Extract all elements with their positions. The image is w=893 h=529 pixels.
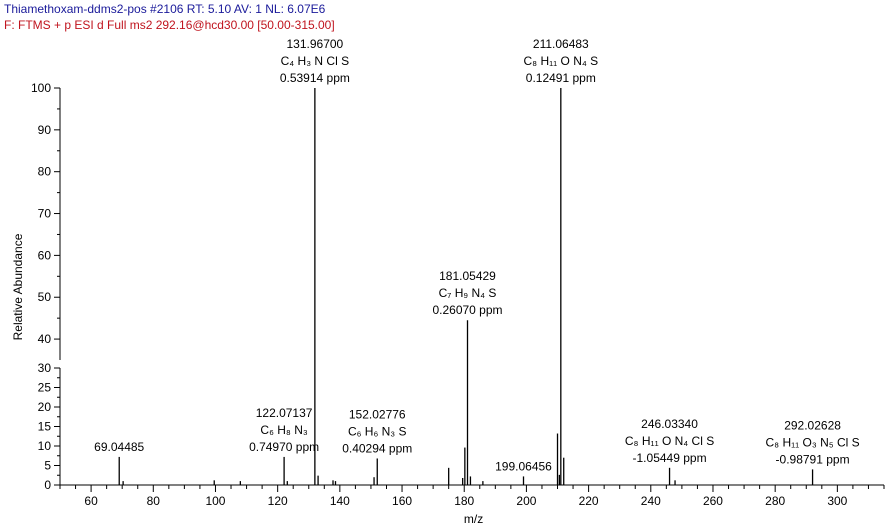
peak-annotation-text: 122.07137 [256,406,313,420]
peak-annotation-text: 211.06483 [533,37,589,51]
y-tick-label: 50 [38,290,52,304]
y-tick-label: 10 [38,439,52,453]
x-tick-label: 60 [84,494,98,508]
x-tick-label: 100 [205,494,225,508]
x-tick-label: 280 [765,494,785,508]
x-tick-label: 220 [579,494,599,508]
peak-annotation-text: C₇ H₉ N₄ S [439,286,497,300]
y-tick-label: 40 [38,332,52,346]
peak-annotation-text: -1.05449 ppm [633,451,707,465]
scan-header-line1: Thiamethoxam-ddms2-pos #2106 RT: 5.10 AV… [4,2,326,16]
y-tick-label: 5 [44,459,51,473]
y-axis-label: Relative Abundance [11,233,25,340]
peak-annotation-text: -0.98791 ppm [776,452,850,466]
axes: 60 80 100 120 140 160 180 200 220 240 260 280 300 0 5 1… [31,81,885,508]
peak-annotation-text: 0.40294 ppm [342,441,412,455]
peaks [118,88,814,485]
x-tick-label: 80 [147,494,161,508]
peak-annotation-text: C₄ H₃ N Cl S [281,54,349,68]
peak-annotation-text: 292.02628 [784,418,841,432]
y-tick-label: 80 [38,165,52,179]
scan-header-line2: F: FTMS + p ESI d Full ms2 292.16@hcd30.… [4,18,335,32]
peak-annotation-text: 246.03340 [641,417,698,431]
y-tick-label: 30 [38,361,52,375]
x-axis-label: m/z [464,512,483,526]
peak-annotation-text: 0.26070 ppm [432,303,502,317]
peak-annotation-text: 181.05429 [439,269,496,283]
x-tick-label: 140 [330,494,350,508]
peak-annotation-text: 69.04485 [94,440,144,454]
y-tick-label: 70 [38,207,52,221]
peak-annotation-text: 199.06456 [495,459,552,473]
y-tick-label: 60 [38,248,52,262]
peak-annotation-text: 0.12491 ppm [526,71,596,85]
peak-annotations: 131.96700 C₄ H₃ N Cl S 0.53914 ppm 211.0648… [94,37,859,473]
peak-annotation-text: 0.74970 ppm [249,440,319,454]
x-tick-label: 300 [827,494,847,508]
x-tick-label: 120 [268,494,288,508]
peak-annotation-text: 152.02776 [349,407,406,421]
y-tick-label: 15 [38,420,52,434]
peak-annotation-text: C₆ H₆ N₃ S [348,424,407,438]
peak-annotation-text: 0.53914 ppm [280,71,350,85]
peak-annotation-text: 131.96700 [287,37,344,51]
peak-annotation-text: C₈ H₁₁ O N₄ S [523,54,598,68]
x-tick-label: 160 [392,494,412,508]
x-tick-label: 240 [641,494,661,508]
x-tick-label: 200 [516,494,536,508]
y-tick-label: 100 [31,81,51,95]
x-tick-label: 260 [703,494,723,508]
peak-annotation-text: C₈ H₁₁ O N₄ Cl S [625,434,714,448]
y-tick-label: 25 [38,381,52,395]
peak-annotation-text: C₆ H₈ N₃ [260,423,307,437]
y-tick-label: 20 [38,400,52,414]
y-tick-label: 90 [38,123,52,137]
peak-annotation-text: C₈ H₁₁ O₃ N₅ Cl S [765,435,859,449]
x-tick-label: 180 [454,494,474,508]
y-tick-label: 0 [44,478,51,492]
